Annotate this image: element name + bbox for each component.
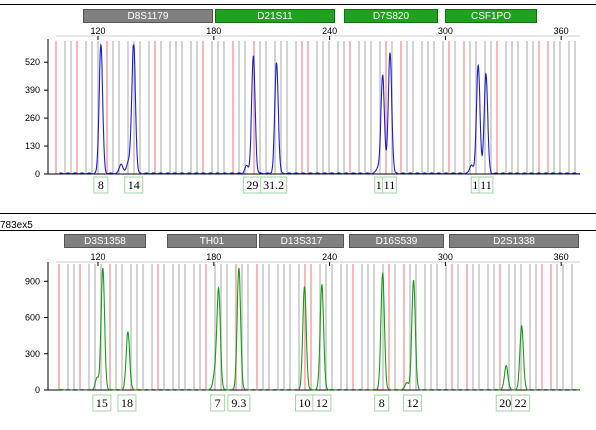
x-tick-label: 360: [554, 252, 569, 262]
allele-label: 8: [98, 178, 104, 192]
top-border-line: [0, 4, 596, 5]
y-tick-label: 0: [35, 385, 40, 395]
allele-box: [117, 394, 137, 412]
x-tick-label: 240: [322, 252, 337, 262]
y-tick-label: 130: [25, 141, 40, 151]
allele-label: 7: [215, 396, 221, 410]
y-tick-label: 0: [35, 169, 40, 179]
allele-call: 18: [117, 394, 137, 412]
trace-green: [59, 267, 581, 391]
y-tick-label: 390: [25, 85, 40, 95]
allele-box: [92, 394, 112, 412]
allele-call: 12: [312, 394, 332, 412]
y-tick-label: 520: [25, 57, 40, 67]
locus-d3s1358[interactable]: D3S1358: [64, 234, 146, 248]
allele-box: [511, 394, 531, 412]
locus-d8s1179[interactable]: D8S1179: [83, 9, 213, 23]
x-tick-label: 300: [438, 252, 453, 262]
allele-call: 31.2: [260, 176, 288, 194]
allele-label: 22: [515, 396, 527, 410]
allele-call: 10: [295, 394, 315, 412]
allele-call: 11: [478, 176, 494, 194]
allele-box: [381, 176, 397, 194]
allele-call: 11: [381, 176, 397, 194]
x-tick-label: 120: [90, 26, 105, 36]
allele-call: 15: [92, 394, 112, 412]
allele-label: 12: [407, 396, 419, 410]
x-tick-label: 300: [438, 26, 453, 36]
allele-call: 29: [242, 176, 262, 194]
panel-separator-line: [0, 213, 596, 214]
y-tick-label: 260: [25, 113, 40, 123]
allele-label: 20: [499, 396, 511, 410]
allele-call: 14: [124, 176, 144, 194]
allele-box: [260, 176, 288, 194]
allele-label: 12: [316, 396, 328, 410]
x-tick-label: 240: [322, 26, 337, 36]
allele-label: 14: [128, 178, 140, 192]
allele-box: [210, 394, 226, 412]
allele-call: 22: [511, 394, 531, 412]
allele-box: [227, 394, 251, 412]
y-tick-label: 600: [25, 313, 40, 323]
allele-box: [312, 394, 332, 412]
allele-box: [374, 394, 390, 412]
x-tick-label: 360: [554, 26, 569, 36]
locus-d13s317[interactable]: D13S317: [259, 234, 344, 248]
allele-box: [478, 176, 494, 194]
allele-box: [93, 176, 109, 194]
allele-label: 31.2: [263, 178, 284, 192]
allele-call: 12: [403, 394, 423, 412]
x-tick-label: 120: [90, 252, 105, 262]
x-tick-label: 180: [206, 252, 221, 262]
locus-d16s539[interactable]: D16S539: [349, 234, 444, 248]
x-tick-label: 180: [206, 26, 221, 36]
allele-label: 10: [299, 396, 311, 410]
allele-label: 8: [379, 396, 385, 410]
allele-call: 8: [374, 394, 390, 412]
panel-green: 0 300 600 900 120 180 240 300 360 15 18 7 9.3 10 12 8 12…: [25, 252, 581, 412]
allele-label: 11: [384, 178, 396, 192]
locus-d2s1338[interactable]: D2S1338: [449, 234, 579, 248]
locus-th01[interactable]: TH01: [167, 234, 257, 248]
allele-label: 29: [246, 178, 258, 192]
allele-label: 9.3: [231, 396, 246, 410]
y-tick-label: 900: [25, 276, 40, 286]
allele-call: 8: [93, 176, 109, 194]
sample-underline: [0, 230, 596, 231]
allele-call: 7: [210, 394, 226, 412]
allele-box: [124, 176, 144, 194]
trace-blue: [59, 43, 581, 175]
y-tick-label: 300: [25, 349, 40, 359]
allele-label: 18: [121, 396, 133, 410]
locus-csf1po[interactable]: CSF1PO: [445, 9, 537, 23]
allele-call: 9.3: [227, 394, 251, 412]
locus-d7s820[interactable]: D7S820: [344, 9, 438, 23]
allele-label: 15: [96, 396, 108, 410]
sample-label: 783ex5: [0, 220, 33, 231]
allele-label: 11: [480, 178, 492, 192]
allele-box: [403, 394, 423, 412]
locus-d21s11[interactable]: D21S11: [215, 9, 335, 23]
